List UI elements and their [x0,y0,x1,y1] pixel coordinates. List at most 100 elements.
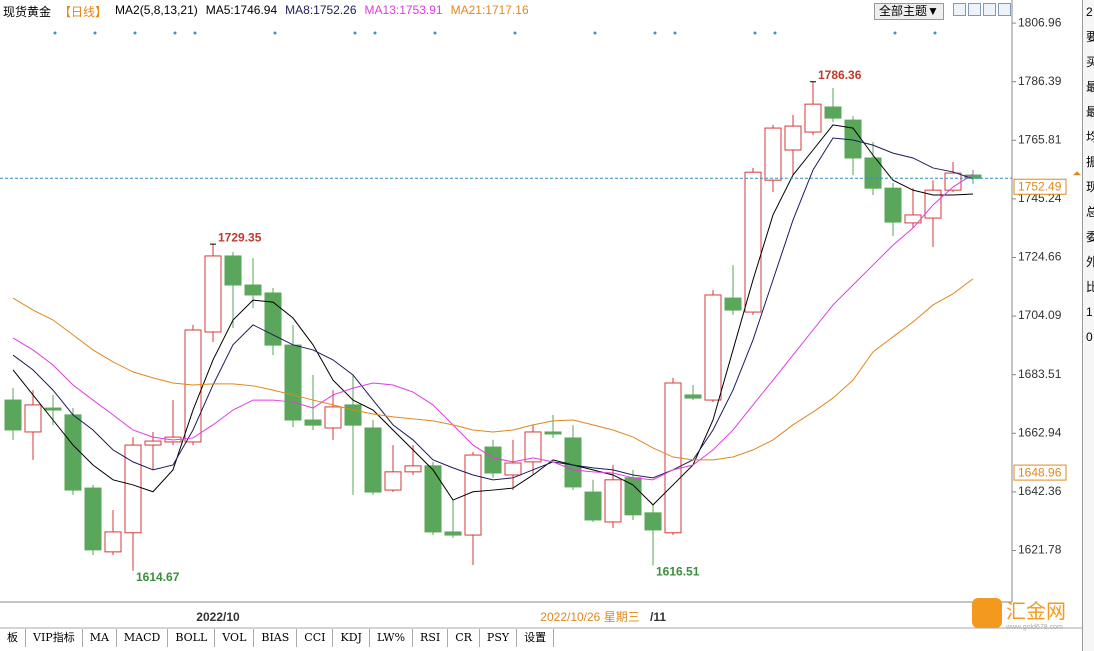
candle-body [624,477,642,516]
marker-box [1013,464,1067,481]
marker-label: 1648.96 [1018,465,1062,479]
candle-body [144,440,162,446]
brand: 汇金网 [1006,601,1066,623]
price-label: 1752.49 [1018,179,1062,193]
tab[interactable]: PSY [480,629,518,647]
candle-body [464,454,482,536]
low-label: 1616.51 [656,565,700,579]
candle-body [184,329,202,443]
watermark-text: 汇金网 www.gold678.com [1006,595,1066,631]
tab[interactable]: CR [448,629,480,647]
ma-line [12,278,974,461]
y-tick-label: 1621.78 [1018,543,1062,557]
legend-entry: MA21:1717.16 [450,3,529,17]
symbol: 现货黄金 [3,5,52,19]
candle-body [4,399,22,431]
candle-body [524,431,542,463]
candle-body [744,171,762,313]
side-label: 买 [1086,55,1094,69]
high-label: 1786.36 [818,68,862,82]
side-label: 委 [1086,230,1094,244]
logo [972,598,1002,628]
y-tick-label: 1765.81 [1018,132,1062,146]
icon-button[interactable] [968,3,981,16]
low-label: 1614.67 [136,570,180,584]
candle-body [384,471,402,491]
x-tick-label: /11 [650,610,666,624]
tab[interactable]: LW% [370,629,414,647]
y-tick-label: 1724.66 [1018,250,1062,264]
candle-body [404,465,422,473]
candle-body [324,406,342,429]
side-label: 要 [1086,30,1094,44]
price-box [1013,178,1067,195]
candle-body [684,394,702,399]
ma-line [12,124,974,506]
candle-body [204,255,222,333]
period: 【日线】 [59,5,108,19]
side-label: 均 [1086,130,1094,144]
side-label: 比 [1086,280,1094,294]
candle-body [84,487,102,551]
side-label: 2 [1086,5,1093,19]
candle-body [764,127,782,181]
legend-entry: MA5:1746.94 [205,3,278,17]
tab[interactable]: VIP指标 [26,629,83,647]
legend: 现货黄金 【日线】 MA2(5,8,13,21) MA5:1746.94 MA8:… [3,3,529,20]
side-label: 外 [1086,255,1094,269]
tab[interactable]: MACD [117,629,169,647]
candle-body [304,419,322,426]
y-tick-label: 1786.39 [1018,74,1062,88]
side-label: 0 [1086,330,1093,344]
tab-bar: 板 VIP指标 MA MACD BOLL VOL BIAS CCI KDJ LW% RSI CR PSY… [0,629,555,647]
y-tick-label: 1642.36 [1018,484,1062,498]
ma-line [12,137,974,481]
tab[interactable]: BOLL [168,629,216,647]
watermark: 汇金网 www.gold678.com [972,595,1066,631]
candle-body [864,157,882,189]
icon-button[interactable] [983,3,996,16]
x-tick-label: 2022/10 [196,610,240,624]
icon-button[interactable] [998,3,1011,16]
candle-body [704,294,722,401]
side-label: 1 [1086,305,1093,319]
side-label: 最 [1086,105,1094,119]
candle-body [504,462,522,476]
candle-body [824,106,842,119]
candle-body [604,479,622,523]
tab[interactable]: 板 [0,629,26,647]
candle-body [544,431,562,435]
candle-body [884,187,902,223]
candle-body [804,103,822,133]
candle-body [784,125,802,151]
icon-button[interactable] [953,3,966,16]
high-label: 1729.35 [218,230,262,244]
theme-menu[interactable]: 全部主题▼ [874,3,944,20]
tab[interactable]: KDJ [333,629,370,647]
candle-body [444,531,462,536]
y-tick-label: 1662.94 [1018,425,1062,439]
tab[interactable]: MA [83,629,117,647]
side-panel: 2 要买最最均振现总委外比 1 0 [1082,0,1094,651]
candle-body [484,446,502,474]
tab[interactable]: RSI [413,629,449,647]
y-tick-label: 1806.96 [1018,15,1062,29]
tab[interactable]: 设置 [517,629,555,647]
tab[interactable]: BIAS [254,629,298,647]
candle-body [64,414,82,491]
ma-line [12,173,974,481]
tab[interactable]: VOL [215,629,255,647]
url: www.gold678.com [1006,624,1063,631]
price-arrow [1073,171,1081,176]
tab[interactable]: CCI [297,629,334,647]
side-label: 现 [1086,180,1094,194]
candle-body [244,284,262,296]
y-tick-label: 1683.51 [1018,367,1062,381]
candle-body [124,444,142,534]
legend-entry: MA8:1752.26 [285,3,357,17]
candle-body [344,404,362,426]
candle-body [284,344,302,421]
candle-body [224,255,242,286]
